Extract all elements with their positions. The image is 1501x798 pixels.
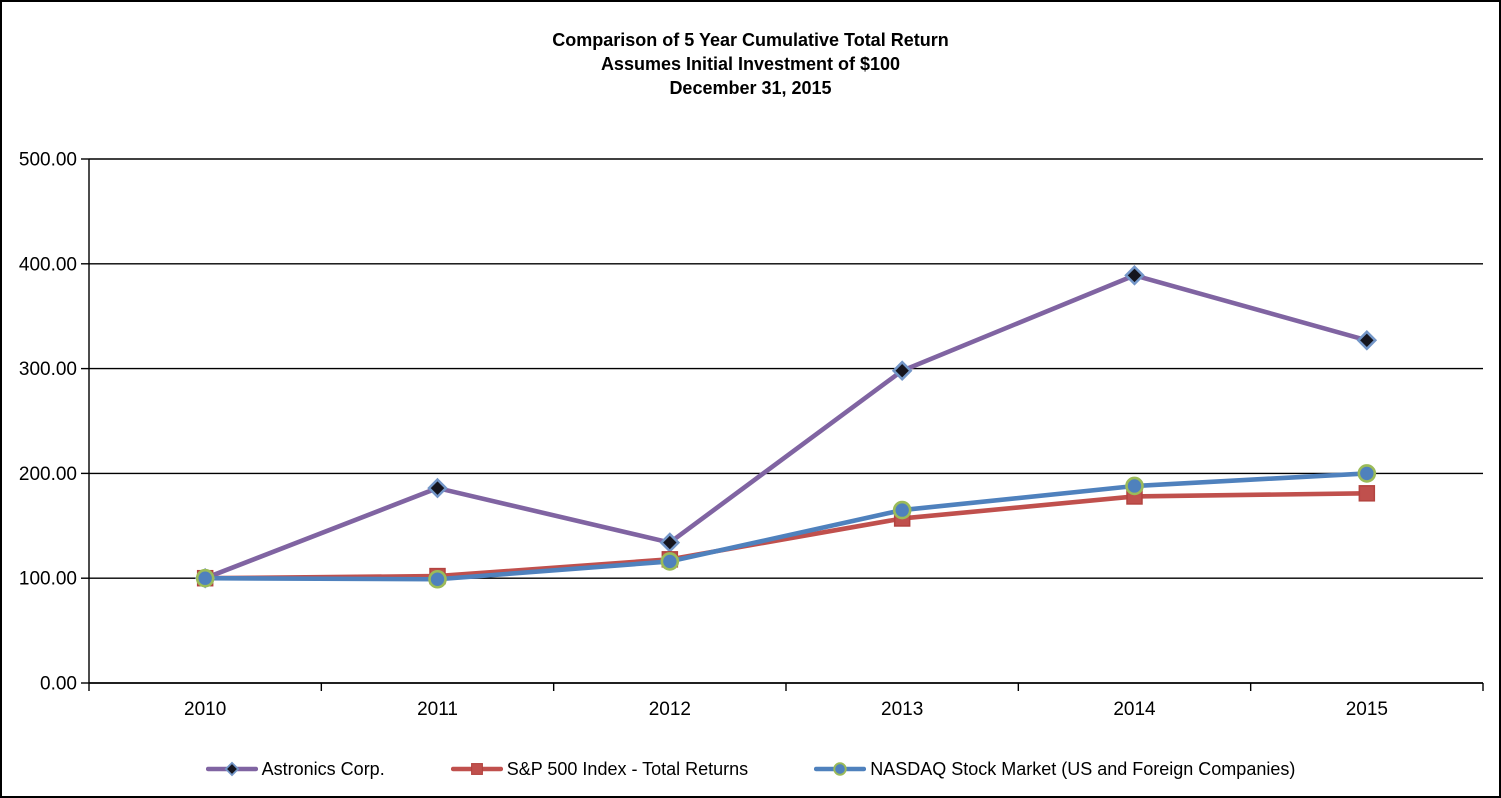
marker-diamond-0-3 xyxy=(891,360,913,381)
series-line-1 xyxy=(202,491,1370,581)
marker-circle-2-3 xyxy=(892,500,912,520)
marker-diamond-legend xyxy=(224,761,240,777)
y-tick-label: 100.00 xyxy=(19,569,77,590)
legend-label-astronics: Astronics Corp. xyxy=(261,758,385,779)
x-tick-label: 2012 xyxy=(649,699,691,720)
x-tick-label: 2011 xyxy=(417,699,458,720)
series-line-2 xyxy=(202,471,1370,582)
series-markers-2 xyxy=(195,464,1377,589)
marker-circle-2-4 xyxy=(1125,476,1144,496)
y-tick-label: 400.00 xyxy=(19,254,77,275)
marker-circle-2-5 xyxy=(1357,464,1377,483)
y-tick-label: 0.00 xyxy=(40,674,77,695)
legend-item-sp500: S&P 500 Index - Total Returns xyxy=(450,758,749,780)
legend-glyph xyxy=(814,762,867,776)
y-tick-label: 500.00 xyxy=(19,150,77,171)
y-tick-label: 200.00 xyxy=(19,464,77,485)
marker-circle-2-1 xyxy=(428,569,447,589)
legend-glyph xyxy=(205,761,258,777)
marker-diamond-0-2 xyxy=(659,532,681,553)
chart-title: Comparison of 5 Year Cumulative Total Re… xyxy=(2,28,1499,100)
series-1 xyxy=(202,491,1370,581)
marker-circle-2-2 xyxy=(660,552,680,571)
legend-glyph xyxy=(450,763,503,775)
marker-circle-2-0 xyxy=(195,568,215,588)
legend-label-nasdaq: NASDAQ Stock Market (US and Foreign Comp… xyxy=(870,758,1296,779)
legend-item-astronics: Astronics Corp. xyxy=(205,758,385,780)
legend: Astronics Corp. S&P 500 Index - Total Re… xyxy=(2,758,1499,780)
series-0 xyxy=(202,273,1370,581)
chart-title-line2: Assumes Initial Investment of $100 xyxy=(600,54,901,74)
marker-circle-legend xyxy=(833,762,847,776)
chart-title-line1: Comparison of 5 Year Cumulative Total Re… xyxy=(552,30,949,50)
marker-square-1-5 xyxy=(1358,485,1376,502)
legend-marker-astronics-icon xyxy=(205,758,258,780)
legend-item-nasdaq: NASDAQ Stock Market (US and Foreign Comp… xyxy=(814,758,1295,780)
marker-diamond-0-4 xyxy=(1124,265,1145,286)
x-tick-label: 2013 xyxy=(881,699,923,720)
legend-label-sp500: S&P 500 Index - Total Returns xyxy=(506,758,749,779)
marker-diamond-0-1 xyxy=(427,477,448,499)
x-tick-label: 2014 xyxy=(1113,699,1156,720)
series-line-0 xyxy=(202,273,1370,581)
series-2 xyxy=(202,471,1370,582)
marker-diamond-0-5 xyxy=(1356,330,1378,351)
chart-title-line3: December 31, 2015 xyxy=(669,78,832,98)
legend-marker-sp500-icon xyxy=(450,758,503,780)
legend-marker-nasdaq-icon xyxy=(814,758,867,780)
y-tick-label: 300.00 xyxy=(19,359,77,380)
marker-square-legend xyxy=(470,763,483,775)
x-tick-label: 2015 xyxy=(1346,699,1388,720)
x-tick-label: 2010 xyxy=(184,699,226,720)
